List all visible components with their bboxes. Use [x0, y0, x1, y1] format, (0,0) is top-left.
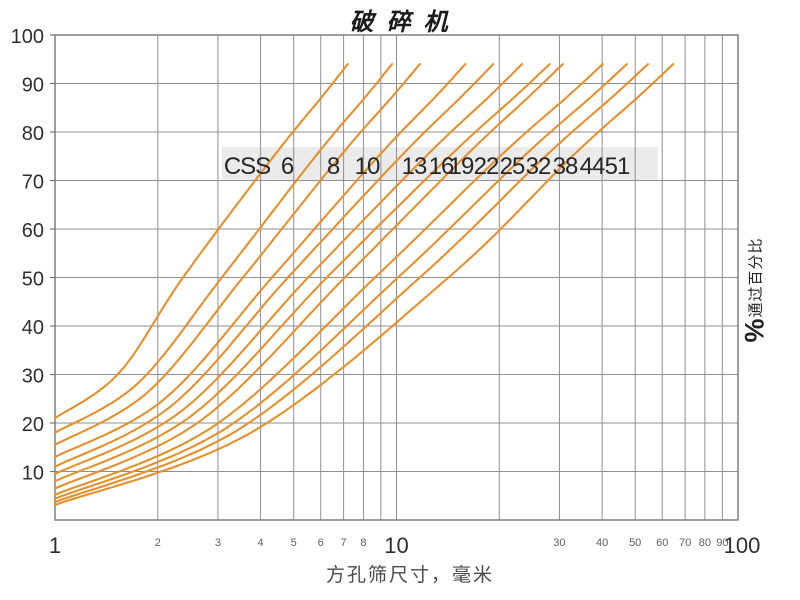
y-tick-label: 50	[22, 269, 44, 291]
css-setting-label-51: 51	[605, 153, 630, 180]
x-minor-tick-label: 60	[656, 537, 668, 549]
curve-css-51	[53, 63, 675, 507]
css-setting-label-10: 10	[355, 153, 380, 180]
curve-css-19	[53, 63, 524, 475]
curve-css-22	[53, 63, 551, 483]
x-tick-label: 1	[49, 533, 61, 558]
y-axis-title: % 通过百分比	[740, 237, 771, 342]
y-tick-label: 80	[22, 123, 44, 145]
x-minor-tick-label: 2	[155, 537, 161, 549]
x-minor-tick-label: 80	[699, 537, 711, 549]
css-setting-label-16: 16	[429, 153, 454, 180]
x-minor-tick-label: 4	[258, 537, 264, 549]
curve-css-8	[53, 63, 394, 434]
x-minor-tick-label: 40	[596, 537, 608, 549]
css-setting-label-25: 25	[500, 153, 525, 180]
css-setting-label-19: 19	[449, 153, 474, 180]
y-tick-label: 90	[22, 75, 44, 97]
css-setting-label-css: CSS	[224, 153, 270, 180]
x-minor-tick-label: 7	[341, 537, 347, 549]
y-tick-label: 10	[22, 463, 44, 485]
x-minor-tick-label: 5	[291, 537, 297, 549]
x-minor-tick-label: 8	[360, 537, 366, 549]
css-label-band	[222, 147, 658, 181]
chart-title: 破碎机	[349, 7, 461, 36]
curve-css-10	[53, 63, 421, 446]
curve-css-25	[53, 63, 564, 490]
curve-css-6	[53, 63, 349, 420]
curve-css-32	[53, 63, 604, 496]
css-setting-label-8: 8	[327, 153, 340, 180]
css-setting-label-22: 22	[474, 153, 499, 180]
x-tick-label: 10	[384, 533, 408, 558]
y-tick-label: 60	[22, 220, 44, 242]
css-setting-label-6: 6	[281, 153, 294, 180]
x-minor-tick-label: 3	[215, 537, 221, 549]
x-minor-tick-label: 70	[679, 537, 691, 549]
y-tick-label: 40	[22, 317, 44, 339]
curve-css-16	[53, 63, 495, 468]
y-tick-label: 70	[22, 172, 44, 194]
css-setting-label-32: 32	[526, 153, 551, 180]
x-minor-tick-label: 6	[318, 537, 324, 549]
y-tick-label: 30	[22, 366, 44, 388]
y-tick-label: 20	[22, 414, 44, 436]
css-setting-label-44: 44	[580, 153, 605, 180]
x-minor-tick-label: 50	[629, 537, 641, 549]
css-setting-label-13: 13	[402, 153, 427, 180]
curve-css-44	[53, 63, 650, 504]
x-minor-tick-label: 30	[553, 537, 565, 549]
curve-css-38	[53, 63, 629, 500]
curve-css-13	[53, 63, 467, 458]
x-axis-title: 方孔筛尺寸，毫米	[325, 565, 494, 586]
x-minor-tick-label: 90	[716, 537, 728, 549]
x-tick-label: 100	[724, 533, 761, 558]
y-axis-title-text: 通过百分比	[747, 237, 765, 318]
y-tick-label: 100	[11, 26, 44, 48]
percent-sign: %	[739, 318, 770, 343]
css-setting-label-38: 38	[553, 153, 578, 180]
